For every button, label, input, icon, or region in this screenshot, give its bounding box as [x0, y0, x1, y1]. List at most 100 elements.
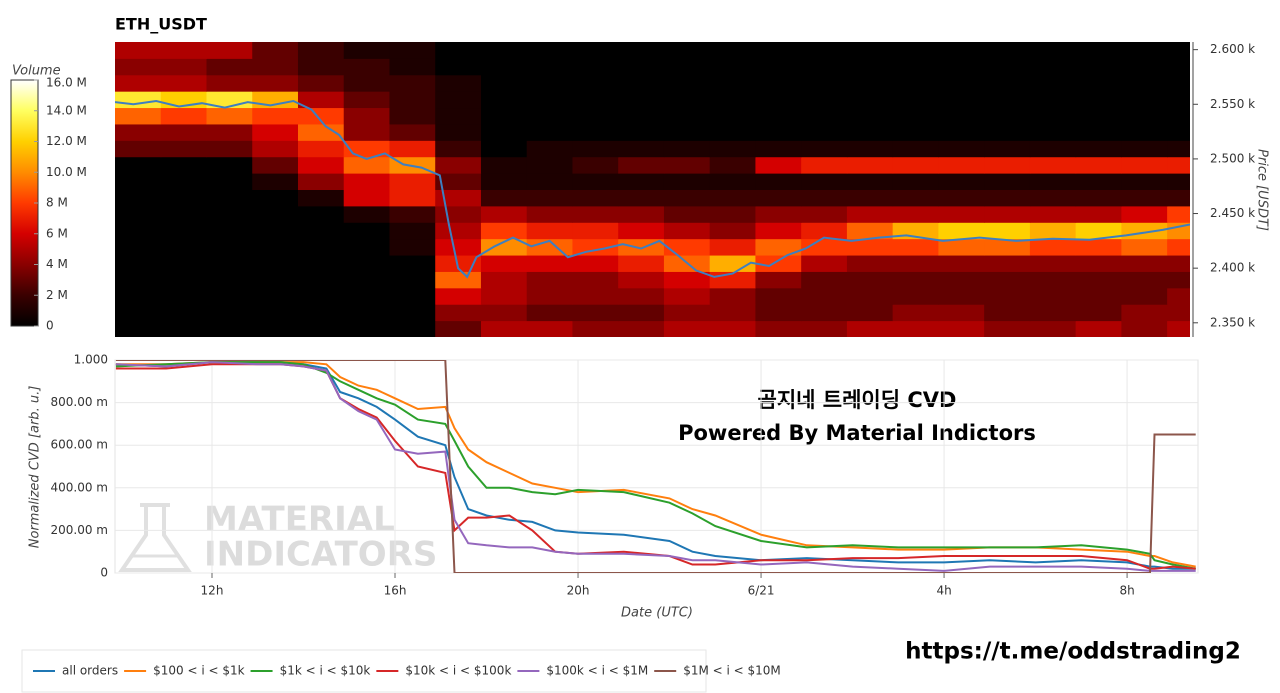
heatmap-cell — [435, 74, 482, 92]
heatmap-cell — [160, 287, 207, 305]
heatmap-cell — [938, 42, 985, 59]
heatmap-cell — [435, 222, 482, 240]
heatmap-cell — [1075, 304, 1122, 322]
heatmap-cell — [297, 287, 345, 305]
heatmap-cell — [572, 222, 619, 240]
heatmap-cell — [572, 91, 619, 109]
heatmap-cell — [435, 304, 482, 322]
heatmap-cell — [938, 189, 985, 207]
heatmap-cell — [846, 189, 894, 207]
heatmap-cell — [1121, 173, 1168, 190]
heatmap-cell — [160, 189, 207, 207]
heatmap-cell — [1121, 123, 1168, 141]
heatmap-cell — [252, 189, 299, 207]
colorbar-label: 0 — [46, 319, 54, 333]
heatmap-cell — [389, 222, 436, 240]
heatmap-cell — [1029, 42, 1077, 59]
heatmap-cell — [1029, 205, 1077, 223]
heatmap-cell — [846, 156, 894, 174]
heatmap-cell — [846, 238, 894, 256]
heatmap-cell — [389, 304, 436, 322]
heatmap-cell — [252, 107, 299, 125]
heatmap-cell — [1167, 173, 1190, 190]
heatmap-cell — [846, 42, 894, 59]
heatmap-cell — [1075, 320, 1122, 337]
heatmap-cell — [252, 255, 299, 272]
heatmap-cell — [297, 74, 345, 92]
heatmap-cell — [892, 255, 939, 272]
heatmap-cell — [709, 140, 756, 158]
colorbar-label: 10.0 M — [46, 165, 87, 179]
heatmap-cell — [1075, 189, 1122, 207]
heatmap-cell — [938, 74, 985, 92]
heatmap-cell — [252, 91, 299, 109]
heatmap-cell — [115, 320, 162, 337]
heatmap-cell — [206, 304, 253, 322]
heatmap-cell — [572, 189, 619, 207]
y-axis-title: Price [USDT] — [1255, 149, 1270, 231]
annotation: 곰지네 트레이딩 CVD — [758, 388, 957, 412]
heatmap-cell — [618, 156, 665, 174]
heatmap-cell — [1167, 91, 1190, 109]
heatmap-cell — [618, 107, 665, 125]
heatmap-cell — [1029, 238, 1077, 256]
heatmap-cell — [709, 287, 756, 305]
price-line — [115, 99, 1190, 279]
heatmap-cell — [618, 74, 665, 92]
legend-label: $1M < i < $10M — [683, 664, 781, 678]
heatmap-cell — [1029, 189, 1077, 207]
heatmap-cell — [618, 123, 665, 141]
heatmap-cell — [297, 222, 345, 240]
y-tick-label: 2.500 k — [1210, 151, 1255, 165]
heatmap-cell — [115, 255, 162, 272]
heatmap-cell — [755, 320, 802, 337]
heatmap-cell — [755, 140, 802, 158]
heatmap-cell — [115, 156, 162, 174]
heatmap-cell — [755, 238, 802, 256]
heatmap-cell — [618, 140, 665, 158]
legend-label: $100 < i < $1k — [153, 664, 245, 678]
heatmap-cell — [663, 222, 711, 240]
heatmap-cell — [115, 222, 162, 240]
colorbar-label: 16.0 M — [46, 76, 87, 90]
heatmap-cell — [526, 123, 573, 141]
heatmap-cell — [572, 107, 619, 125]
heatmap-cell — [1075, 58, 1122, 76]
cvd-line — [115, 361, 1196, 572]
heatmap-cell — [618, 304, 665, 322]
heatmap-cell — [435, 42, 482, 59]
heatmap-cell — [206, 123, 253, 141]
heatmap-cell — [618, 222, 665, 240]
heatmap-cell — [160, 107, 207, 125]
heatmap-cell — [1029, 91, 1077, 109]
heatmap-cell — [938, 255, 985, 272]
heatmap-cell — [206, 140, 253, 158]
heatmap-cell — [1121, 271, 1168, 289]
heatmap-cell — [709, 205, 756, 223]
heatmap-cell — [755, 222, 802, 240]
heatmap-cell — [892, 189, 939, 207]
heatmap-cell — [206, 42, 253, 59]
heatmap-cell — [343, 140, 390, 158]
heatmap-cell — [1075, 222, 1122, 240]
heatmap-cell — [938, 91, 985, 109]
heatmap-cell — [892, 320, 939, 337]
heatmap-cell — [297, 173, 345, 190]
heatmap-cell — [297, 91, 345, 109]
heatmap-cell — [252, 287, 299, 305]
heatmap-cell — [115, 42, 162, 59]
heatmap-cell — [846, 287, 894, 305]
heatmap-cell — [663, 287, 711, 305]
heatmap — [115, 42, 1190, 337]
heatmap-cell — [389, 255, 436, 272]
y-tick-label: 2.450 k — [1210, 206, 1255, 220]
heatmap-cell — [526, 156, 573, 174]
heatmap-cell — [160, 238, 207, 256]
heatmap-cell — [663, 238, 711, 256]
heatmap-cell — [938, 222, 985, 240]
heatmap-cell — [480, 156, 528, 174]
heatmap-cell — [846, 123, 894, 141]
heatmap-cell — [526, 189, 573, 207]
heatmap-cell — [984, 304, 1031, 322]
heatmap-cell — [938, 156, 985, 174]
